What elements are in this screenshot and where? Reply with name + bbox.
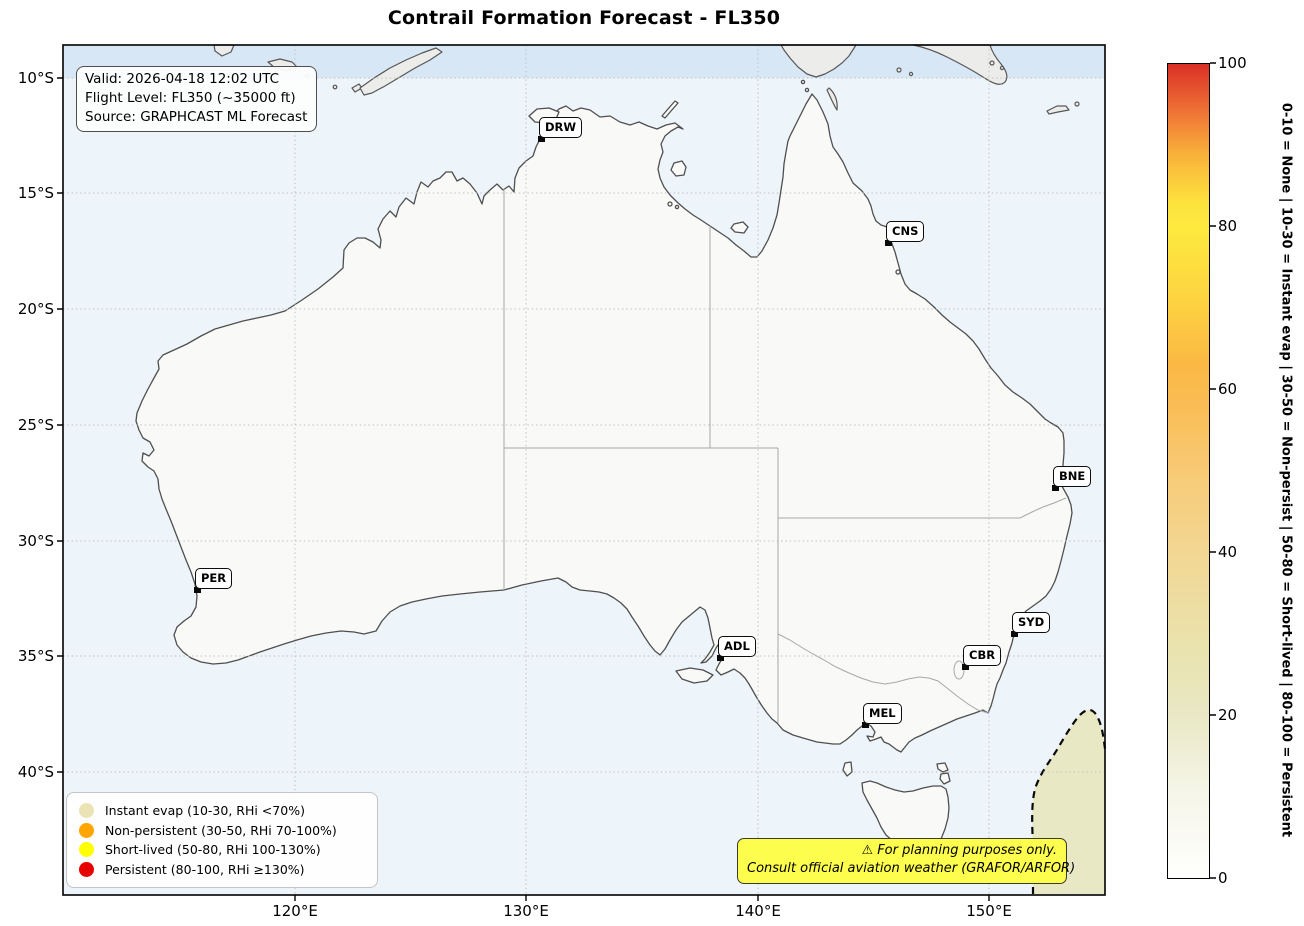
hinchinbrook-island [895,269,901,275]
forecast-info-box: Valid: 2026-04-18 12:02 UTC Flight Level… [76,66,318,132]
lat-tick-40s: 40°S [17,763,54,781]
city-label-adl: ADL [718,636,756,658]
legend-dot-instant-evap [79,803,94,819]
gridlines [63,45,1105,895]
city-label-mel: MEL [863,703,902,725]
lat-tick-30s: 30°S [17,532,54,550]
legend-row: Short-lived (50-80, RHi 100-130%) [79,840,367,860]
torres-islet [800,79,806,85]
flinders-island [936,762,949,773]
city-label-bne: BNE [1053,466,1092,488]
new-guinea-east [912,44,1008,85]
colorbar-tick-20: 20 [1218,706,1238,724]
pellew-islet [667,201,673,207]
colorbar [1167,63,1210,879]
info-flight-level: Flight Level: FL350 (~35000 ft) [85,89,296,106]
warning-line-1: ⚠ For planning purposes only. [861,843,1058,858]
legend-row: Instant evap (10-30, RHi <70%) [79,801,367,821]
contrail-contour-dashed-line [1031,708,1107,894]
legend-row: Persistent (80-100, RHi ≥130%) [79,860,367,880]
lon-tick-120e: 120°E [272,902,318,920]
king-island [842,761,853,777]
city-marker-drw [538,136,545,142]
legend-dot-persistent [79,861,94,877]
city-label-cbr: CBR [963,645,1002,667]
lat-tick-35s: 35°S [17,647,54,665]
city-marker-cbr [962,664,969,670]
act-border [953,660,965,680]
torres-islet [804,87,810,93]
city-marker-adl [717,655,724,661]
colorbar-tick-100: 100 [1218,54,1247,72]
city-label-cns: CNS [886,221,925,243]
legend-dot-non-persistent [79,822,94,838]
new-guinea-coast-sliver [826,87,838,111]
lon-tick-150e: 150°E [966,902,1012,920]
mornington-island [730,221,749,234]
city-marker-syd [1011,631,1018,637]
colorbar-axis-label: 0-10 = None | 10-30 = Instant evap | 30-… [1278,102,1294,838]
city-marker-cns [885,240,892,246]
groote-eylandt [670,160,687,177]
axis-tick-marks [57,77,990,901]
colorbar-tick-80: 80 [1218,217,1238,235]
png-islet [999,65,1005,71]
legend-dot-short-lived [79,842,94,858]
new-guinea-west [780,44,857,78]
kangaroo-island [675,667,714,684]
australia-mainland-coastline [135,93,1073,753]
wessel-islands [661,100,679,119]
pellew-islet [674,204,680,210]
lat-tick-20s: 20°S [17,300,54,318]
louisiade-islet [1074,101,1080,107]
info-valid-time: Valid: 2026-04-18 12:02 UTC [85,71,280,87]
city-marker-bne [1052,485,1059,491]
legend-label: Instant evap (10-30, RHi <70%) [105,803,305,819]
city-label-syd: SYD [1012,612,1051,634]
torres-island [908,71,914,77]
legend-label: Persistent (80-100, RHi ≥130%) [105,861,305,877]
lat-tick-10s: 10°S [17,69,54,87]
city-marker-per [194,587,201,593]
state-borders [503,189,1067,723]
torres-island [896,67,902,73]
city-label-drw: DRW [539,117,583,139]
island-timor [359,47,443,96]
colorbar-tick-0: 0 [1218,869,1228,887]
lat-tick-15s: 15°S [17,184,54,202]
png-islet [989,60,995,66]
city-marker-mel [862,722,869,728]
legend-row: Non-persistent (30-50, RHi 70-100%) [79,821,367,841]
colorbar-tick-marks [1210,62,1216,879]
lon-tick-140e: 140°E [735,902,781,920]
louisiade-islands [1046,105,1070,115]
contrail-legend: Instant evap (10-30, RHi <70%) Non-persi… [66,792,378,888]
warning-line-2: Consult official aviation weather (GRAFO… [747,861,1076,877]
axes-frame [62,44,1106,896]
legend-label: Non-persistent (30-50, RHi 70-100%) [105,822,337,838]
colorbar-tick-40: 40 [1218,543,1238,561]
colorbar-tick-60: 60 [1218,380,1238,398]
lat-tick-25s: 25°S [17,416,54,434]
island-dot [332,84,338,90]
lon-tick-130e: 130°E [503,902,549,920]
flinders-island-south [939,772,951,785]
chart-title: Contrail Formation Forecast - FL350 [387,7,781,29]
city-label-per: PER [195,568,233,590]
info-source: Source: GRAPHCAST ML Forecast [85,108,308,125]
legend-label: Short-lived (50-80, RHi 100-130%) [105,842,321,858]
planning-warning-box: ⚠ For planning purposes only. Consult of… [737,838,1076,884]
